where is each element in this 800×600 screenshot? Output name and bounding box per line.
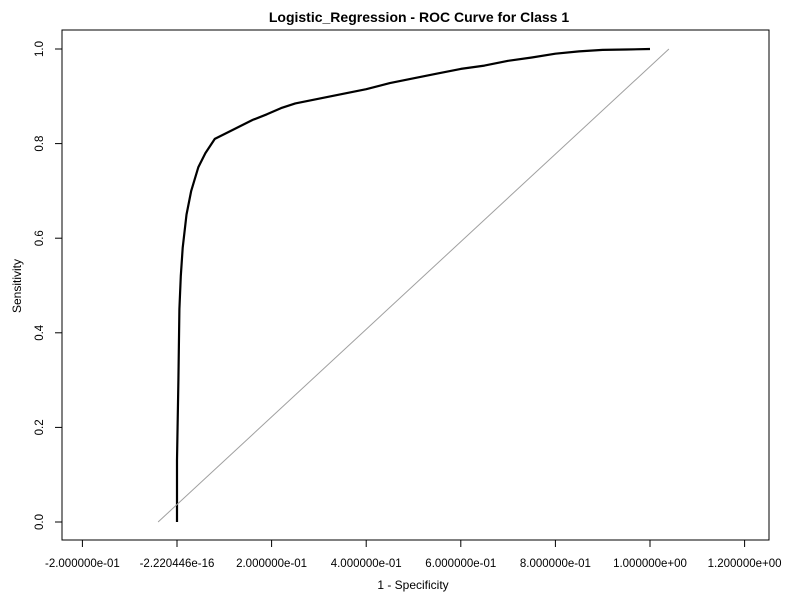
y-tick-label: 0.4 — [34, 324, 46, 341]
chart-title: Logistic_Regression - ROC Curve for Clas… — [269, 9, 570, 25]
x-axis-label: 1 - Specificity — [377, 578, 448, 592]
series-layer — [157, 47, 670, 523]
x-tick-label: 4.000000e-01 — [331, 558, 402, 570]
x-tick-label: 6.000000e-01 — [425, 558, 496, 570]
x-tick-label: 2.000000e-01 — [236, 558, 307, 570]
y-tick-label: 0.2 — [34, 419, 46, 435]
y-tick-label: 0.0 — [34, 514, 46, 530]
y-tick-label: 0.8 — [34, 136, 46, 152]
x-tick-label: 1.200000e+00 — [708, 558, 782, 570]
roc-curve-line — [175, 47, 651, 522]
x-tick-label: -2.000000e-01 — [45, 558, 120, 570]
x-tick-label: 1.000000e+00 — [613, 558, 687, 570]
y-tick-label: 1.0 — [34, 41, 46, 57]
plot-frame — [61, 29, 770, 541]
x-tick-label: 8.000000e-01 — [520, 558, 591, 570]
y-axis: 0.0 0.2 0.4 0.6 0.8 1.0 — [34, 41, 62, 530]
y-axis-label: Sensitivity — [10, 259, 24, 313]
x-axis: -2.000000e-01 -2.220446e-16 2.000000e-01 4.… — [45, 540, 782, 570]
chance-diagonal-line — [157, 48, 670, 523]
x-tick-label: -2.220446e-16 — [140, 558, 215, 570]
y-tick-label: 0.6 — [34, 230, 46, 246]
